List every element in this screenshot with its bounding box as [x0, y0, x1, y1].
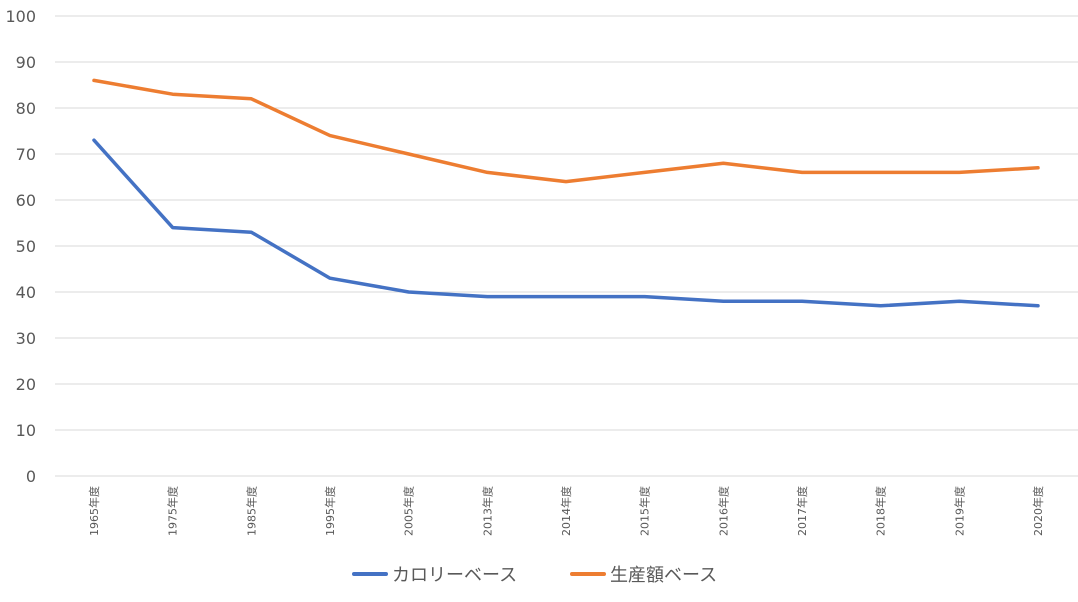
x-tick-label: 2019年度: [952, 486, 966, 536]
y-tick-label: 0: [26, 467, 36, 486]
y-tick-label: 100: [5, 7, 36, 26]
x-tick-label: 1985年度: [244, 486, 258, 536]
x-tick-label: 2005年度: [402, 486, 416, 536]
legend-label: 生産額ベース: [610, 565, 717, 586]
y-tick-label: 10: [16, 421, 36, 440]
legend-label: カロリーベース: [392, 565, 517, 586]
x-tick-label: 2017年度: [795, 486, 809, 536]
series-line-1: [92, 78, 1040, 184]
y-tick-label: 30: [16, 329, 36, 348]
x-tick-label: 1975年度: [166, 486, 180, 536]
y-tick-label: 90: [16, 53, 36, 72]
y-tick-label: 40: [16, 283, 36, 302]
y-tick-label: 70: [16, 145, 36, 164]
x-tick-label: 2013年度: [480, 486, 494, 536]
legend: カロリーベース 生産額ベース: [352, 565, 717, 586]
series-lines: [92, 78, 1040, 308]
x-tick-label: 1965年度: [87, 486, 101, 536]
x-tick-label: 2014年度: [559, 486, 573, 536]
x-axis-ticks: 1965年度 1975年度 1985年度 1995年度 2005年度 2013年度 2014…: [87, 486, 1045, 536]
y-axis-ticks: 0 10 20 30 40 50 60 70 80 90 100: [5, 7, 36, 486]
y-tick-label: 80: [16, 99, 36, 118]
y-tick-label: 60: [16, 191, 36, 210]
x-tick-label: 2020年度: [1031, 486, 1045, 536]
x-tick-label: 2018年度: [874, 486, 888, 536]
x-tick-label: 1995年度: [323, 486, 337, 536]
x-tick-label: 2015年度: [638, 486, 652, 536]
gridlines: [55, 15, 1078, 477]
y-tick-label: 50: [16, 237, 36, 256]
series-line-0: [92, 138, 1040, 308]
x-tick-label: 2016年度: [716, 486, 730, 536]
y-tick-label: 20: [16, 375, 36, 394]
